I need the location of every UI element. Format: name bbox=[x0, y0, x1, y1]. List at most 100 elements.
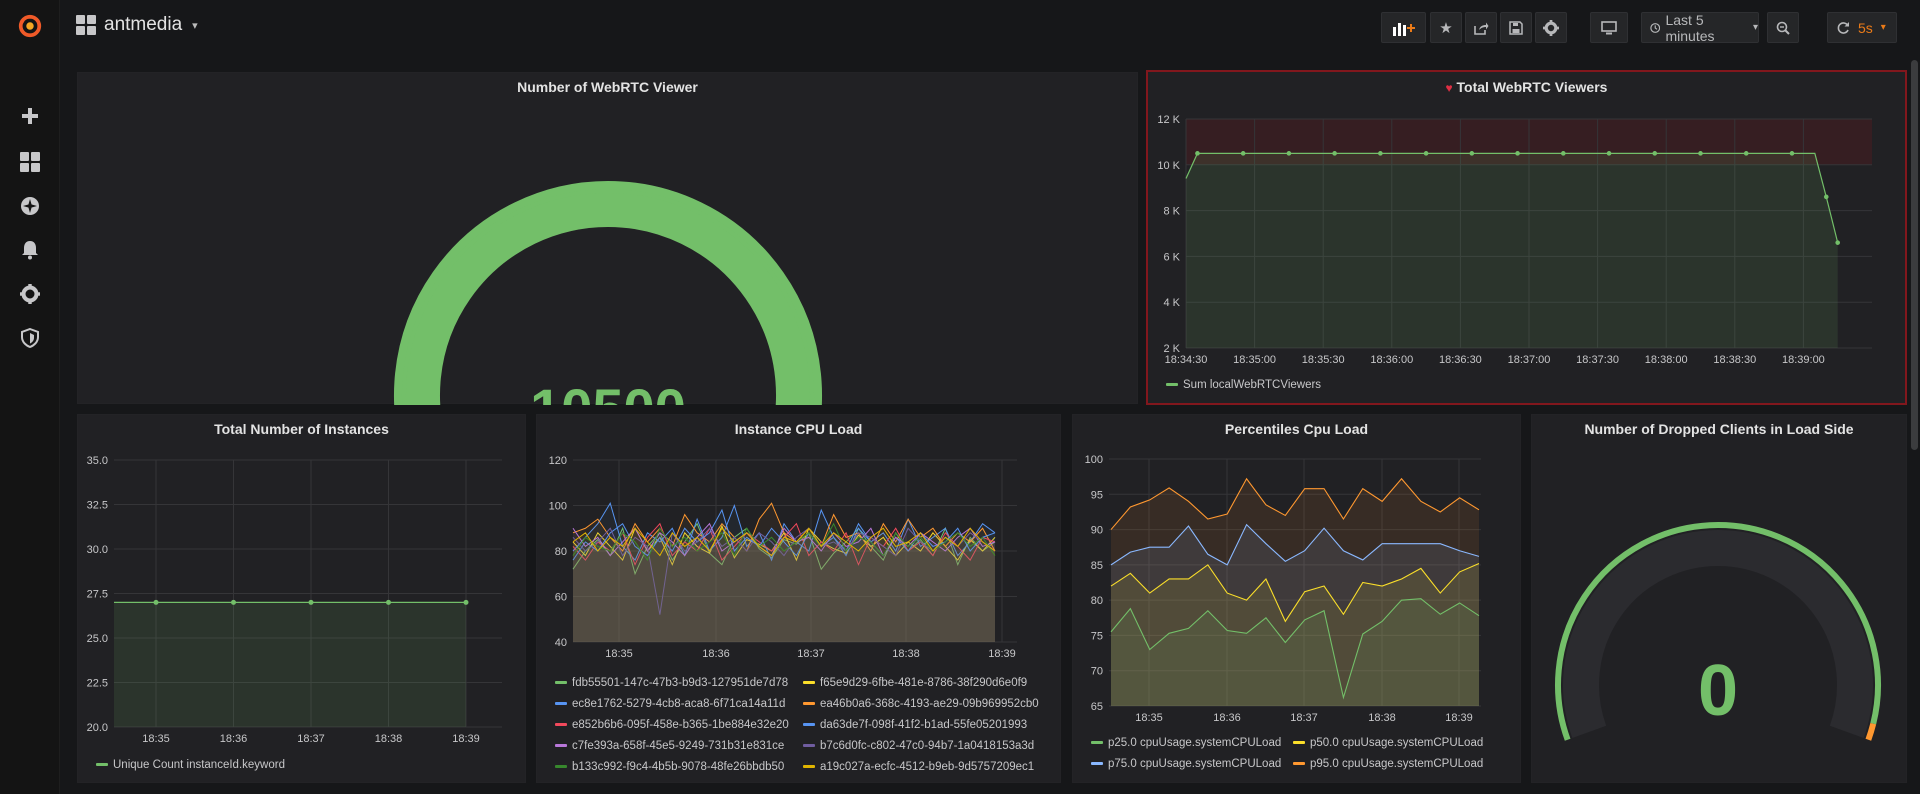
zoom-out-button[interactable] bbox=[1767, 12, 1799, 43]
data-point bbox=[386, 599, 391, 605]
gauge-chart: 10500 bbox=[394, 181, 822, 405]
panel-webrtc-viewer-gauge[interactable]: Number of WebRTC Viewer 10500 bbox=[77, 72, 1138, 405]
data-point bbox=[1606, 151, 1612, 156]
legend-item[interactable]: Unique Count instanceId.keyword bbox=[96, 759, 285, 771]
legend-label: Unique Count instanceId.keyword bbox=[113, 759, 285, 771]
time-range-picker[interactable]: Last 5 minutes ▾ bbox=[1641, 12, 1759, 44]
legend-item[interactable]: f65e9d29-6fbe-481e-8786-38f290d6e0f9 bbox=[803, 677, 1027, 689]
y-tick-label: 85 bbox=[1091, 560, 1103, 572]
legend-label: p50.0 cpuUsage.systemCPULoad bbox=[1310, 737, 1484, 749]
dashboards-icon[interactable] bbox=[17, 149, 43, 175]
x-tick-label: 18:37:00 bbox=[1508, 354, 1551, 366]
caret-down-icon: ▾ bbox=[1752, 22, 1758, 33]
dashboards-grid-icon bbox=[76, 15, 96, 35]
x-tick-label: 18:38:30 bbox=[1713, 354, 1756, 366]
y-tick-label: 12 K bbox=[1157, 114, 1180, 126]
data-point bbox=[1823, 194, 1829, 200]
legend-label: p25.0 cpuUsage.systemCPULoad bbox=[1108, 737, 1282, 749]
y-tick-label: 4 K bbox=[1163, 297, 1180, 309]
legend-color-swatch bbox=[803, 702, 815, 706]
y-tick-label: 32.5 bbox=[87, 500, 108, 512]
series-line bbox=[1110, 598, 1480, 700]
panel-title: Percentiles Cpu Load bbox=[1224, 421, 1369, 437]
shield-icon[interactable] bbox=[17, 325, 43, 351]
gauge-value: 10500 bbox=[530, 377, 686, 405]
series-area bbox=[573, 523, 995, 642]
legend-item[interactable]: da63de7f-098f-41f2-b1ad-55fe05201993 bbox=[803, 719, 1027, 731]
y-tick-label: 100 bbox=[549, 501, 567, 513]
panel-total-instances[interactable]: Total Number of Instances 20.0 22.5 25.0 27… bbox=[77, 414, 526, 783]
save-dashboard-button[interactable] bbox=[1500, 12, 1532, 43]
data-point bbox=[1835, 240, 1840, 245]
legend-label: a19c027a-ecfc-4512-b9eb-9d5757209ec1 bbox=[820, 761, 1035, 773]
gauge-threshold-ring bbox=[402, 189, 814, 405]
dashboard-settings-button[interactable] bbox=[1535, 12, 1567, 43]
legend-item[interactable]: p25.0 cpuUsage.systemCPULoad bbox=[1091, 737, 1281, 749]
x-tick-label: 18:38 bbox=[892, 648, 920, 660]
legend-item[interactable]: Sum localWebRTCViewers bbox=[1166, 379, 1321, 391]
share-dashboard-button[interactable] bbox=[1465, 12, 1497, 43]
legend-item[interactable]: b133c992-f9c4-4b5b-9078-48fe26bbdb50 bbox=[555, 761, 784, 773]
panel-total-webrtc-viewers[interactable]: ♥ Total WebRTC Viewers 2 K 4 K 6 K 8 K 10 K 1… bbox=[1146, 70, 1907, 405]
data-point bbox=[463, 599, 469, 605]
grafana-logo-icon[interactable] bbox=[17, 13, 43, 39]
y-tick-label: 10 K bbox=[1157, 160, 1180, 172]
series-area bbox=[573, 528, 995, 642]
panel-instance-cpu-load[interactable]: Instance CPU Load 40 60 80 100 120 18:35 18:36… bbox=[536, 414, 1061, 783]
series-area bbox=[573, 510, 995, 642]
legend-item[interactable]: a19c027a-ecfc-4512-b9eb-9d5757209ec1 bbox=[803, 761, 1034, 773]
legend-item[interactable]: e852b6b6-095f-458e-b365-1be884e32e20 bbox=[555, 719, 789, 731]
star-dashboard-button[interactable]: ★ bbox=[1430, 12, 1462, 43]
x-tick-label: 18:35:30 bbox=[1302, 354, 1345, 366]
plus-icon[interactable] bbox=[17, 103, 43, 129]
legend-item[interactable]: c7fe393a-658f-45e5-9249-731b31e831ce bbox=[555, 740, 784, 752]
legend-item[interactable]: p95.0 cpuUsage.systemCPULoad bbox=[1293, 758, 1483, 770]
dashboard-picker[interactable]: antmedia ▾ bbox=[76, 14, 198, 36]
legend-label: b7c6d0fc-c802-47c0-94b7-1a0418153a3d bbox=[820, 740, 1035, 752]
y-tick-label: 70 bbox=[1091, 666, 1103, 678]
y-tick-label: 35.0 bbox=[87, 455, 108, 467]
cycle-view-mode-button[interactable] bbox=[1590, 12, 1628, 43]
caret-down-icon: ▾ bbox=[192, 19, 198, 32]
total-viewers-graph: 2 K 4 K 6 K 8 K 10 K 12 K 18:34:30 18:35:00 18:3… bbox=[1157, 114, 1872, 366]
percentiles-graph: 65 70 75 80 85 90 95 100 18:35 18:36 18:37 18:38 18:… bbox=[1085, 454, 1481, 724]
side-menu bbox=[0, 0, 60, 794]
legend-item[interactable]: ec8e1762-5279-4cb8-aca8-6f71ca14a11d bbox=[555, 698, 785, 710]
refresh-icon bbox=[1837, 21, 1849, 34]
series-line bbox=[572, 502, 996, 553]
x-tick-label: 18:35 bbox=[1135, 712, 1163, 724]
y-tick-label: 25.0 bbox=[87, 633, 108, 645]
data-point bbox=[153, 599, 159, 605]
refresh-interval: 5s bbox=[1858, 19, 1873, 36]
alerting-bell-icon[interactable] bbox=[17, 237, 43, 263]
refresh-picker[interactable]: 5s ▾ bbox=[1827, 12, 1897, 43]
series-area bbox=[573, 523, 995, 642]
x-tick-label: 18:36:00 bbox=[1370, 354, 1413, 366]
gauge-value: 0 bbox=[1698, 651, 1738, 731]
gear-icon bbox=[1543, 19, 1559, 36]
legend-label: b133c992-f9c4-4b5b-9078-48fe26bbdb50 bbox=[572, 761, 785, 773]
data-point bbox=[1286, 151, 1292, 156]
x-tick-label: 18:38 bbox=[375, 733, 403, 745]
legend-color-swatch bbox=[555, 702, 567, 706]
alert-heart-icon: ♥ bbox=[1445, 81, 1453, 95]
explore-icon[interactable] bbox=[17, 193, 43, 219]
legend-item[interactable]: fdb55501-147c-47b3-b9d3-127951de7d78 bbox=[555, 677, 788, 689]
panel-title: Instance CPU Load bbox=[734, 421, 863, 437]
legend-item[interactable]: p75.0 cpuUsage.systemCPULoad bbox=[1091, 758, 1281, 770]
add-panel-button[interactable] bbox=[1381, 12, 1426, 43]
panel-percentiles-cpu-load[interactable]: Percentiles Cpu Load 65 70 75 80 85 90 95 100 18… bbox=[1072, 414, 1521, 783]
legend-label: Sum localWebRTCViewers bbox=[1183, 379, 1322, 391]
gauge-chart: 0 bbox=[1555, 522, 1881, 741]
dashboard-scrollbar[interactable] bbox=[1911, 60, 1918, 450]
legend-item[interactable]: b7c6d0fc-c802-47c0-94b7-1a0418153a3d bbox=[803, 740, 1034, 752]
series-area bbox=[114, 602, 466, 727]
panel-dropped-clients-gauge[interactable]: Number of Dropped Clients in Load Side 0 bbox=[1531, 414, 1907, 783]
data-point bbox=[1652, 151, 1658, 156]
x-tick-label: 18:37 bbox=[797, 648, 825, 660]
panel-title: Number of WebRTC Viewer bbox=[517, 79, 698, 95]
monitor-icon bbox=[1601, 20, 1617, 34]
settings-gear-icon[interactable] bbox=[17, 281, 43, 307]
legend-item[interactable]: ea46b0a6-368c-4193-ae29-09b969952cb0 bbox=[803, 698, 1039, 710]
legend-item[interactable]: p50.0 cpuUsage.systemCPULoad bbox=[1293, 737, 1483, 749]
